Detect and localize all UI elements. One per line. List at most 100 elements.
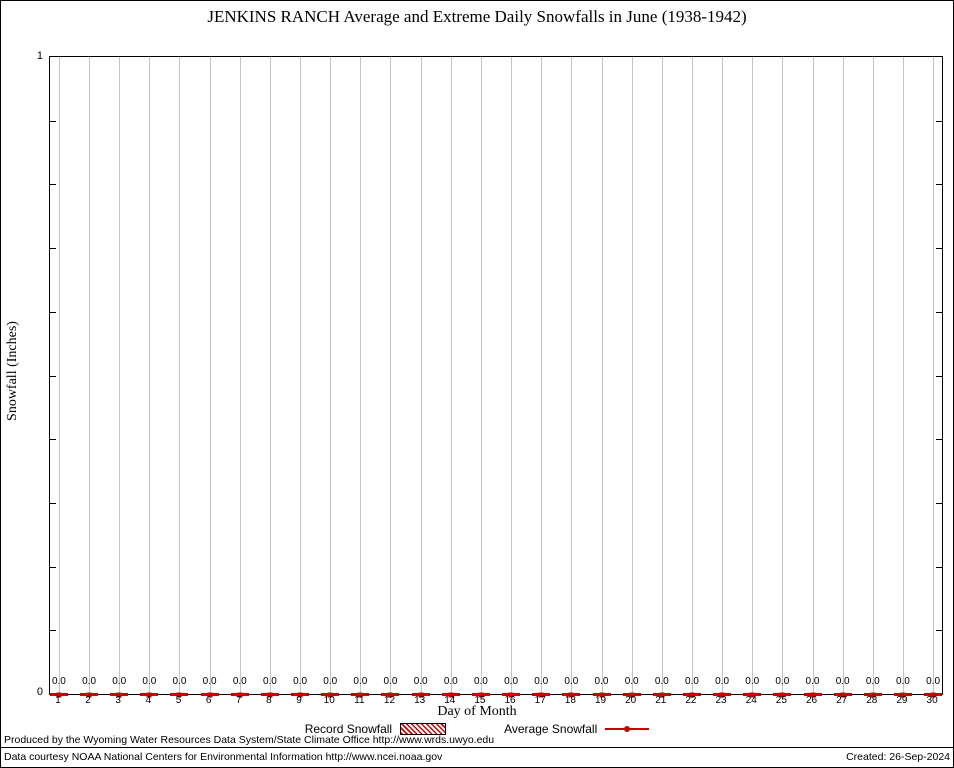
average-snowfall-marker xyxy=(80,692,99,697)
average-snowfall-marker xyxy=(230,692,249,697)
legend-average-label: Average Snowfall xyxy=(504,722,598,736)
value-label: 0.0 xyxy=(745,676,760,687)
value-label: 0.0 xyxy=(51,676,66,687)
x-tick-label: 22 xyxy=(685,695,697,706)
day-gridline xyxy=(330,57,332,694)
x-tick-label: 16 xyxy=(504,695,516,706)
x-tick-label: 11 xyxy=(354,695,365,706)
average-snowfall-marker xyxy=(110,692,129,697)
y-tick-mark xyxy=(50,566,56,568)
y-tick-mark xyxy=(50,248,56,250)
x-tick-label: 29 xyxy=(896,695,908,706)
y-tick-mark xyxy=(936,566,942,568)
day-gridline xyxy=(933,57,935,694)
value-label: 0.0 xyxy=(293,676,308,687)
day-gridline xyxy=(752,57,754,694)
value-label: 0.0 xyxy=(473,676,488,687)
value-label: 0.0 xyxy=(624,676,639,687)
x-tick-label: 5 xyxy=(175,695,182,706)
day-gridline xyxy=(691,57,693,694)
day-gridline xyxy=(360,57,362,694)
record-snowfall-swatch-icon xyxy=(400,723,447,735)
average-snowfall-marker xyxy=(49,692,68,697)
x-tick-label: 4 xyxy=(145,695,152,706)
x-tick-label: 27 xyxy=(836,695,848,706)
y-tick-mark xyxy=(936,120,942,122)
x-tick-label: 23 xyxy=(715,695,727,706)
value-label: 0.0 xyxy=(323,676,338,687)
day-gridline xyxy=(119,57,121,694)
day-gridline xyxy=(872,57,874,694)
value-label: 0.0 xyxy=(654,676,669,687)
day-gridline xyxy=(209,57,211,694)
x-tick-label: 15 xyxy=(474,695,486,706)
x-tick-label: 14 xyxy=(444,695,456,706)
value-label: 0.0 xyxy=(805,676,820,687)
day-gridline xyxy=(179,57,181,694)
x-tick-label: 19 xyxy=(594,695,607,706)
average-snowfall-marker xyxy=(863,692,882,697)
average-snowfall-marker xyxy=(502,692,521,697)
value-label: 0.0 xyxy=(443,676,458,687)
y-tick-mark xyxy=(50,439,56,441)
footer-produced-by: Produced by the Wyoming Water Resources … xyxy=(4,734,495,746)
value-label: 0.0 xyxy=(112,676,127,687)
value-label: 0.0 xyxy=(564,676,579,687)
day-gridline xyxy=(420,57,422,694)
average-snowfall-swatch-icon xyxy=(605,725,650,734)
value-label: 0.0 xyxy=(172,676,187,687)
x-tick-label: 3 xyxy=(115,695,121,706)
value-label: 0.0 xyxy=(835,676,850,687)
day-gridline xyxy=(661,57,663,694)
average-snowfall-marker xyxy=(803,692,822,697)
footer-created: Created: 26-Sep-2024 xyxy=(846,751,950,763)
day-gridline xyxy=(722,57,724,694)
x-axis-label: Day of Month xyxy=(437,704,517,719)
chart-title: JENKINS RANCH Average and Extreme Daily … xyxy=(207,7,747,26)
x-tick-label: 25 xyxy=(775,695,787,706)
y-tick-mark xyxy=(936,184,942,186)
y-tick-mark xyxy=(50,120,56,122)
average-snowfall-marker xyxy=(260,692,279,697)
day-gridline xyxy=(450,57,452,694)
day-gridline xyxy=(239,57,241,694)
x-tick-label: 24 xyxy=(745,695,757,706)
day-gridline xyxy=(812,57,814,694)
y-axis-label: Snowfall (Inches) xyxy=(5,321,20,421)
x-tick-label: 1 xyxy=(55,695,61,706)
x-tick-label: 13 xyxy=(414,695,426,706)
x-tick-label: 28 xyxy=(866,695,878,706)
x-tick-label: 6 xyxy=(205,695,212,706)
x-tick-label: 10 xyxy=(323,695,335,706)
y-tick-mark xyxy=(50,184,56,186)
value-label: 0.0 xyxy=(594,676,609,687)
value-label: 0.0 xyxy=(895,676,910,687)
plot-area: 0.0 0.0 0.0 0.0 0.0 0.0 0.0 0.0 0.0 0.0 0.0 0.0 0.0 0… xyxy=(49,56,943,697)
value-label: 0.0 xyxy=(715,676,730,687)
value-label: 0.0 xyxy=(865,676,880,687)
average-snowfall-marker xyxy=(291,692,310,697)
average-snowfall-marker xyxy=(622,692,641,697)
y-tick-mark xyxy=(936,630,942,632)
y-tick-mark xyxy=(936,439,942,441)
day-gridline xyxy=(89,57,91,694)
legend: Record Snowfall Average Snowfall xyxy=(1,722,953,736)
day-gridline xyxy=(541,57,543,694)
value-label: 0.0 xyxy=(926,676,941,687)
average-snowfall-marker xyxy=(140,692,159,697)
average-snowfall-marker xyxy=(532,692,551,697)
value-label: 0.0 xyxy=(353,676,368,687)
average-snowfall-marker xyxy=(170,692,189,697)
average-snowfall-marker xyxy=(471,692,490,697)
day-gridline xyxy=(390,57,392,694)
value-label: 0.0 xyxy=(684,676,699,687)
value-label: 0.0 xyxy=(202,676,217,687)
day-gridline xyxy=(300,57,302,694)
x-tick-label: 30 xyxy=(926,695,938,706)
x-tick-label: 7 xyxy=(235,695,242,706)
x-tick-label: 18 xyxy=(564,695,576,706)
average-snowfall-marker xyxy=(592,692,611,697)
x-tick-label: 8 xyxy=(266,695,272,706)
day-gridline xyxy=(149,57,151,694)
